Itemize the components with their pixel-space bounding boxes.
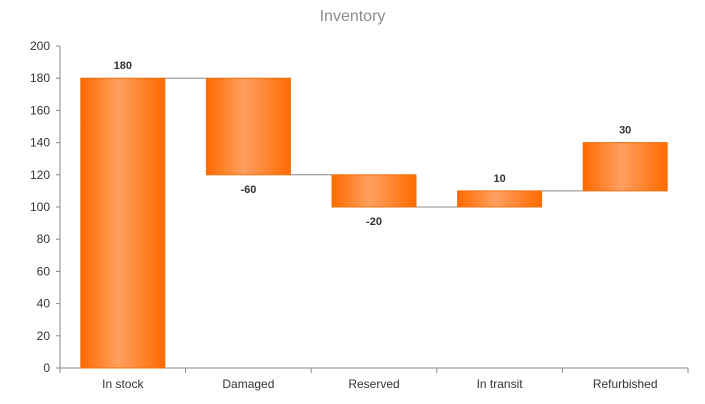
chart-title: Inventory — [319, 8, 386, 25]
axes: 0 20 40 60 80 100 120 140 160 180 200 In stock Damag… — [30, 39, 689, 391]
y-tick-label: 140 — [30, 136, 50, 150]
y-tick-label: 120 — [30, 168, 50, 182]
data-label: -20 — [366, 216, 382, 228]
bar-reserved — [331, 174, 417, 208]
data-label: -60 — [240, 184, 256, 196]
data-label: 180 — [114, 60, 132, 72]
x-tick-label: Reserved — [348, 377, 399, 391]
connectors — [164, 77, 584, 208]
data-labels: 180 -60 -20 10 30 — [114, 60, 632, 228]
y-tick-label: 180 — [30, 71, 50, 85]
y-tick-label: 0 — [43, 361, 50, 375]
y-tick-label: 60 — [37, 264, 51, 278]
y-tick-label: 200 — [30, 39, 50, 53]
data-label: 10 — [493, 173, 505, 185]
bar-refurbished — [582, 142, 668, 192]
bars — [80, 77, 668, 369]
x-tick-label: Damaged — [222, 377, 274, 391]
bar-damaged — [205, 77, 291, 176]
bar-in-transit — [457, 190, 543, 208]
data-label: 30 — [619, 125, 631, 137]
y-tick-label: 100 — [30, 200, 50, 214]
y-tick-label: 160 — [30, 103, 50, 117]
y-tick-label: 80 — [37, 232, 51, 246]
y-tick-label: 20 — [37, 329, 51, 343]
x-tick-label: In stock — [102, 377, 144, 391]
x-tick-label: In transit — [477, 377, 524, 391]
x-tick-label: Refurbished — [593, 377, 658, 391]
bar-in-stock — [80, 77, 166, 369]
y-tick-label: 40 — [37, 297, 51, 311]
